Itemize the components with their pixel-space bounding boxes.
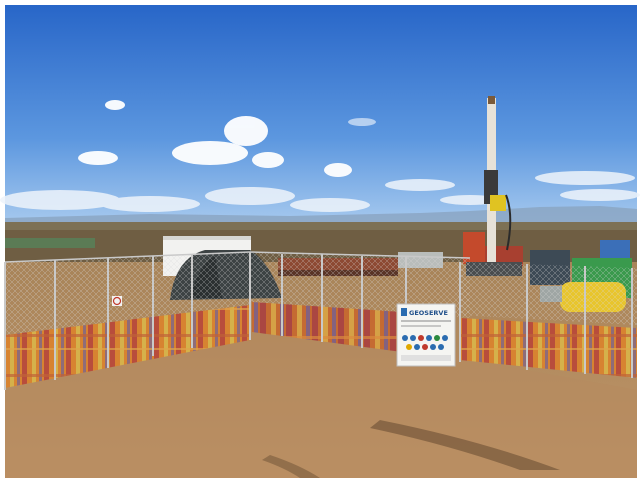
fence-panel [249, 251, 471, 354]
sky [5, 5, 637, 227]
sign-brand-text: GEOSERVE [409, 309, 448, 317]
fence-panel [458, 262, 637, 378]
site-sign: GEOSERVE [396, 303, 456, 367]
fence-panel [4, 251, 251, 390]
cloud-shape [78, 100, 376, 177]
